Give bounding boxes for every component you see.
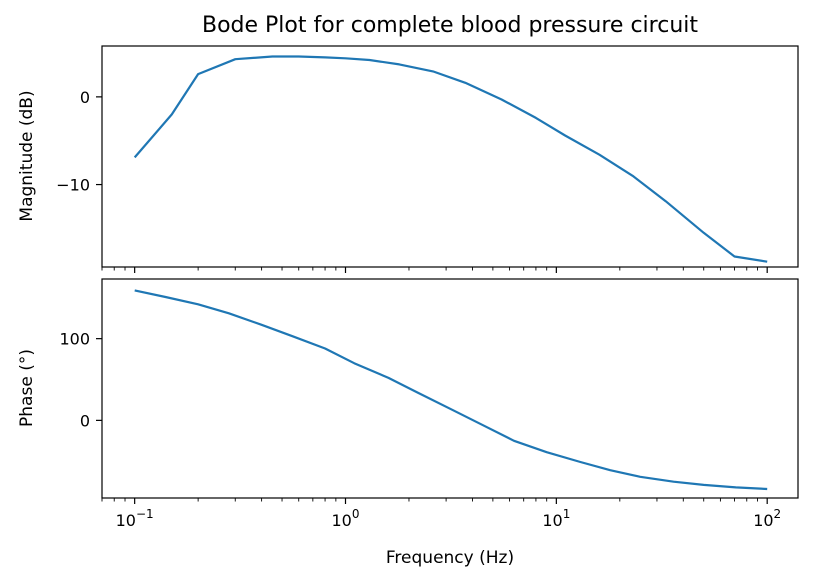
x-tick-label: 102 (753, 507, 781, 530)
y-tick-label: 0 (80, 88, 90, 107)
plot-frame (101, 45, 799, 268)
chart-title: Bode Plot for complete blood pressure ci… (202, 13, 698, 38)
x-tick-label-exponent: 0 (352, 507, 360, 521)
x-tick-label-base: 10 (753, 511, 773, 530)
x-tick-label: 10−1 (116, 507, 154, 530)
x-tick-label-base: 10 (116, 511, 136, 530)
magnitude-subplot: 0 −10 (56, 45, 799, 273)
phase-y-axis-label: Phase (°) (17, 349, 37, 427)
magnitude-y-axis-label: Magnitude (dB) (17, 90, 37, 221)
x-tick-label-exponent: 2 (774, 507, 782, 521)
x-axis-label: Frequency (Hz) (386, 548, 514, 568)
x-tick-label-exponent: 1 (563, 507, 571, 521)
y-tick-label: 0 (80, 411, 90, 430)
y-tick-label: −10 (56, 176, 90, 195)
x-tick-label-base: 10 (542, 511, 562, 530)
x-tick-label-base: 10 (332, 511, 352, 530)
x-tick-label: 101 (542, 507, 570, 530)
series-line (134, 289, 768, 491)
plot-frame (101, 278, 799, 499)
y-tick-label: 100 (59, 330, 90, 349)
x-tick-label-exponent: −1 (136, 507, 154, 521)
x-tick-label: 100 (332, 507, 360, 530)
series-line (133, 55, 768, 263)
